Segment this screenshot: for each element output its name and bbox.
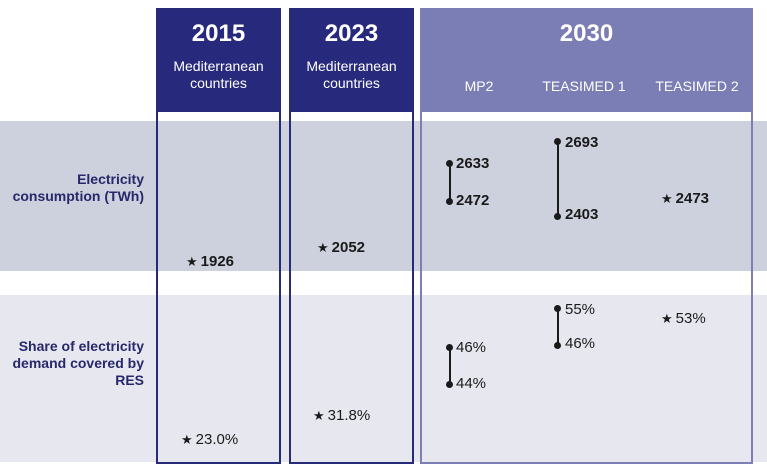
range-dot-low [554, 213, 561, 220]
year-label: 2030 [559, 20, 614, 47]
column-header-2015: 2015 Mediterranean countries [158, 10, 279, 112]
star-icon: ★ [186, 254, 198, 269]
value-res-teasimed-1-high: 55% [565, 301, 596, 318]
star-icon: ★ [313, 408, 325, 423]
scenario-label-teasimed-1: TEASIMED 1 [542, 78, 626, 94]
scenario-label-teasimed-2: TEASIMED 2 [655, 78, 739, 94]
value-text: 23.0% [195, 431, 239, 448]
range-dot-low [446, 198, 453, 205]
value-text: 2052 [331, 239, 366, 256]
year-label: 2015 [191, 20, 246, 47]
region-label: Mediterranean countries [306, 58, 397, 91]
column-2030: 2030 MP2 TEASIMED 1 TEASIMED 2 [420, 8, 753, 464]
value-consumption-mp2-high: 2633 [456, 155, 490, 172]
column-header-2023: 2023 Mediterranean countries [291, 10, 412, 112]
range-dot-high [554, 138, 561, 145]
value-consumption-teasimed-1-low: 2403 [565, 206, 599, 223]
value-text: 2473 [675, 190, 710, 207]
value-res-mp2-high: 46% [456, 339, 487, 356]
value-res-teasimed-2: ★ 53% [661, 310, 706, 328]
year-label: 2023 [324, 20, 379, 47]
row-label-res-share: Share of electricity demand covered by R… [12, 338, 145, 388]
value-res-mp2-low: 44% [456, 375, 487, 392]
star-icon: ★ [317, 240, 329, 255]
value-consumption-teasimed-1-high: 2693 [565, 134, 599, 151]
range-dot-high [446, 344, 453, 351]
value-consumption-2015: ★ 1926 [186, 253, 234, 271]
range-line-consumption-mp2 [449, 163, 451, 201]
star-icon: ★ [181, 432, 193, 447]
star-icon: ★ [661, 311, 673, 326]
row-band-consumption [0, 121, 767, 271]
value-consumption-2023: ★ 2052 [317, 239, 365, 257]
range-dot-high [446, 160, 453, 167]
range-dot-low [446, 381, 453, 388]
value-res-2023: ★ 31.8% [313, 407, 370, 425]
value-res-2015: ★ 23.0% [181, 431, 238, 449]
range-line-res-mp2 [449, 347, 451, 384]
range-line-consumption-teasimed-1 [557, 141, 559, 216]
value-res-teasimed-1-low: 46% [565, 335, 596, 352]
value-text: 53% [675, 310, 706, 327]
scenario-label-mp2: MP2 [464, 78, 494, 94]
range-dot-low [554, 342, 561, 349]
column-2023: 2023 Mediterranean countries [289, 8, 414, 464]
value-text: 31.8% [327, 407, 371, 424]
value-text: 1926 [200, 253, 235, 270]
value-consumption-teasimed-2: ★ 2473 [661, 190, 709, 208]
range-dot-high [554, 305, 561, 312]
row-band-res-share [0, 295, 767, 462]
row-label-consumption: Electricity consumption (TWh) [12, 171, 144, 204]
value-consumption-mp2-low: 2472 [456, 192, 490, 209]
column-header-2030: 2030 MP2 TEASIMED 1 TEASIMED 2 [422, 10, 751, 112]
star-icon: ★ [661, 191, 673, 206]
range-line-res-teasimed-1 [557, 308, 559, 346]
column-2015: 2015 Mediterranean countries [156, 8, 281, 464]
region-label: Mediterranean countries [173, 58, 264, 91]
